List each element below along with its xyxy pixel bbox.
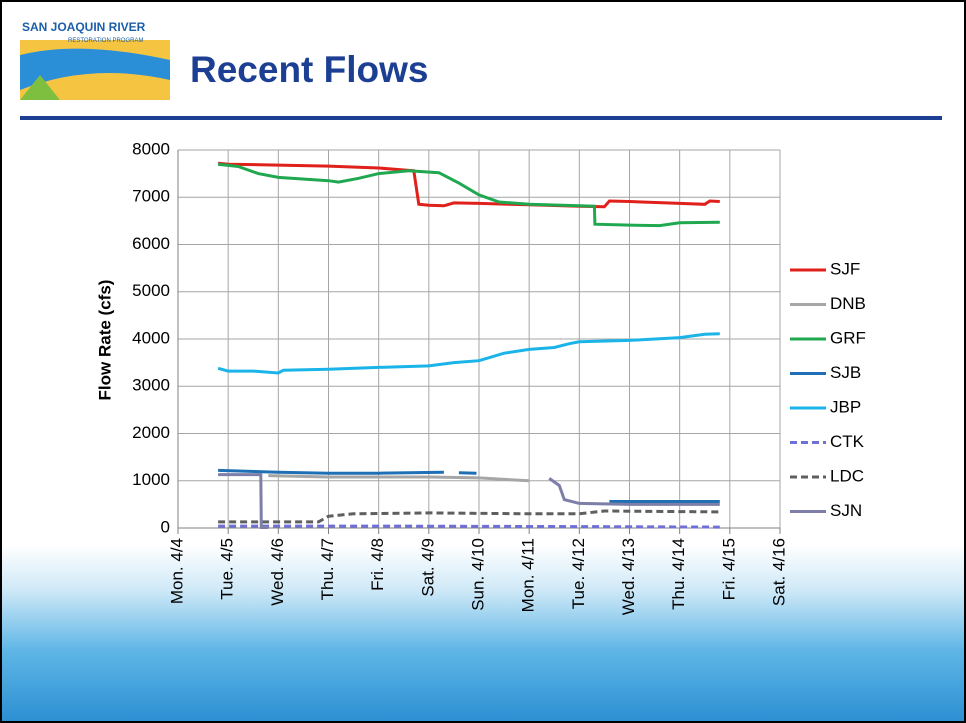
logo-grass xyxy=(20,75,60,100)
x-tick-label: Fri. 4/15 xyxy=(719,538,738,600)
x-tick-label: Tue. 4/5 xyxy=(218,538,237,600)
x-tick-label: Wed. 4/13 xyxy=(619,538,638,615)
title-rule xyxy=(20,116,942,120)
logo-river xyxy=(20,48,170,90)
y-tick-label: 8000 xyxy=(132,139,170,158)
x-tick-label: Sat. 4/9 xyxy=(418,538,437,597)
x-tick-label: Thu. 4/7 xyxy=(318,538,337,600)
legend-label: GRF xyxy=(830,328,866,347)
logo: SAN JOAQUIN RIVER RESTORATION PROGRAM xyxy=(20,20,170,100)
series-line xyxy=(268,474,530,483)
y-tick-label: 2000 xyxy=(132,423,170,442)
slide-title: Recent Flows xyxy=(190,49,429,90)
logo-subtitle: RESTORATION PROGRAM xyxy=(68,38,143,44)
series-line xyxy=(218,473,720,529)
y-axis-label: Flow Rate (cfs) xyxy=(95,280,114,401)
y-tick-label: 5000 xyxy=(132,281,170,300)
x-tick-label: Tue. 4/12 xyxy=(569,538,588,609)
series-line xyxy=(218,468,720,503)
legend-label: CTK xyxy=(830,432,865,451)
x-tick-label: Mon. 4/4 xyxy=(167,538,186,604)
series-line xyxy=(218,509,720,524)
series-line xyxy=(217,162,720,228)
x-tick-label: Wed. 4/6 xyxy=(268,538,287,606)
legend-label: JBP xyxy=(830,397,861,416)
legend-label: SJF xyxy=(830,259,860,278)
x-tick-label: Thu. 4/14 xyxy=(669,538,688,610)
x-tick-label: Mon. 4/11 xyxy=(519,538,538,612)
x-tick-label: Sat. 4/16 xyxy=(769,538,788,606)
y-tick-label: 1000 xyxy=(132,470,170,489)
series-line xyxy=(218,524,720,529)
legend-label: LDC xyxy=(830,466,864,485)
y-tick-label: 3000 xyxy=(132,376,170,395)
y-tick-label: 7000 xyxy=(132,187,170,206)
series-line xyxy=(217,332,720,375)
y-tick-label: 6000 xyxy=(132,234,170,253)
legend-label: SJB xyxy=(830,363,861,382)
legend-label: SJN xyxy=(830,501,862,520)
series-line xyxy=(217,161,720,209)
y-tick-label: 0 xyxy=(161,517,170,536)
x-tick-label: Sun. 4/10 xyxy=(468,538,487,611)
legend-label: DNB xyxy=(830,294,866,313)
logo-title: SAN JOAQUIN RIVER xyxy=(22,20,146,34)
x-tick-label: Fri. 4/8 xyxy=(368,538,387,591)
y-tick-label: 4000 xyxy=(132,328,170,347)
